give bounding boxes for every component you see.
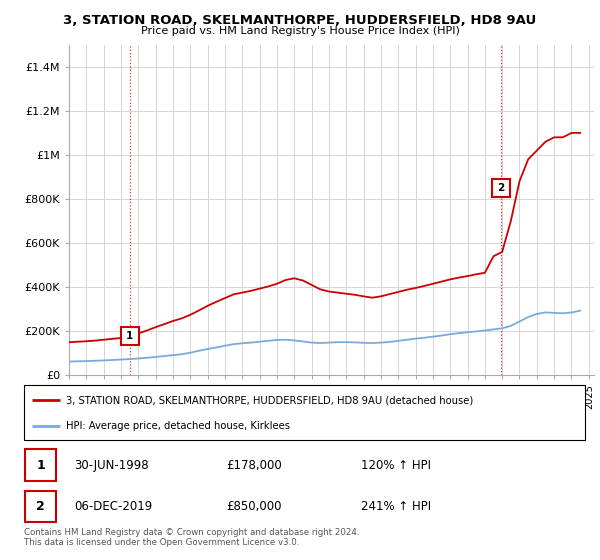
Text: 2: 2 xyxy=(497,183,505,193)
Text: £850,000: £850,000 xyxy=(226,500,281,513)
FancyBboxPatch shape xyxy=(25,491,56,522)
Text: Contains HM Land Registry data © Crown copyright and database right 2024.
This d: Contains HM Land Registry data © Crown c… xyxy=(24,528,359,547)
Text: 06-DEC-2019: 06-DEC-2019 xyxy=(74,500,153,513)
Text: 241% ↑ HPI: 241% ↑ HPI xyxy=(361,500,431,513)
Text: 1: 1 xyxy=(36,459,45,472)
Text: 120% ↑ HPI: 120% ↑ HPI xyxy=(361,459,431,472)
FancyBboxPatch shape xyxy=(25,449,56,481)
Text: Price paid vs. HM Land Registry's House Price Index (HPI): Price paid vs. HM Land Registry's House … xyxy=(140,26,460,36)
Text: 2: 2 xyxy=(36,500,45,513)
Text: 3, STATION ROAD, SKELMANTHORPE, HUDDERSFIELD, HD8 9AU: 3, STATION ROAD, SKELMANTHORPE, HUDDERSF… xyxy=(64,14,536,27)
Text: 3, STATION ROAD, SKELMANTHORPE, HUDDERSFIELD, HD8 9AU (detached house): 3, STATION ROAD, SKELMANTHORPE, HUDDERSF… xyxy=(66,395,473,405)
Text: 1: 1 xyxy=(126,331,133,341)
Text: £178,000: £178,000 xyxy=(226,459,282,472)
Text: 30-JUN-1998: 30-JUN-1998 xyxy=(74,459,149,472)
Text: HPI: Average price, detached house, Kirklees: HPI: Average price, detached house, Kirk… xyxy=(66,421,290,431)
FancyBboxPatch shape xyxy=(24,385,585,440)
